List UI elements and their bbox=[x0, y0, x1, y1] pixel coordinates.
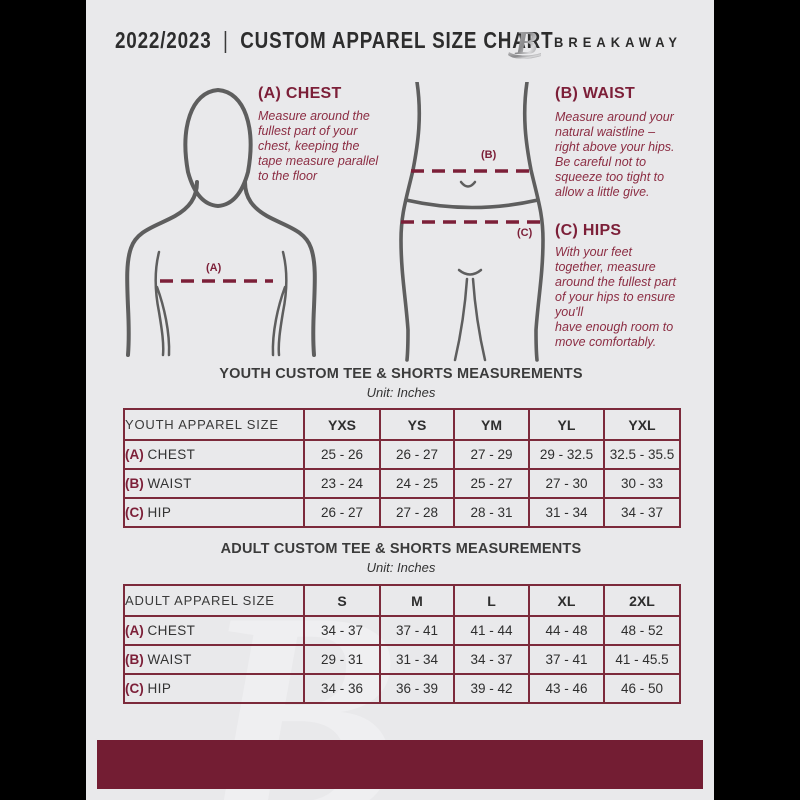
measure-key: (A) bbox=[125, 623, 144, 638]
measure-name: HIP bbox=[147, 505, 172, 520]
waist-heading: (B) WAIST bbox=[555, 85, 636, 102]
document-title: 2022/2023 | CUSTOM APPAREL SIZE CHART bbox=[115, 27, 553, 54]
size-header: YXL bbox=[603, 408, 681, 441]
size-value: 24 - 25 bbox=[379, 468, 455, 499]
size-value: 37 - 41 bbox=[379, 615, 455, 646]
size-value: 25 - 27 bbox=[453, 468, 530, 499]
measure-key: (A) bbox=[125, 447, 144, 462]
size-value: 37 - 41 bbox=[528, 644, 605, 675]
size-value: 26 - 27 bbox=[379, 439, 455, 470]
season-label: 2022/2023 bbox=[115, 27, 212, 53]
youth-table-unit: Unit: Inches bbox=[366, 385, 436, 400]
size-chart-page: B 2022/2023 | CUSTOM APPAREL SIZE CHART B … bbox=[86, 0, 714, 800]
size-header: YM bbox=[453, 408, 530, 441]
size-value: 48 - 52 bbox=[603, 615, 681, 646]
table-row: (C) HIP 26 - 27 27 - 28 28 - 31 31 - 34 … bbox=[123, 497, 681, 528]
table-header-row: ADULT APPAREL SIZE S M L XL 2XL bbox=[123, 584, 681, 617]
breakaway-logo-icon: B bbox=[508, 25, 541, 62]
size-header: XL bbox=[528, 584, 605, 617]
measure-name: CHEST bbox=[147, 447, 196, 462]
brand-name: BREAKAWAY bbox=[554, 34, 683, 50]
size-header: M bbox=[379, 584, 455, 617]
measure-key: (B) bbox=[125, 476, 144, 491]
size-value: 30 - 33 bbox=[603, 468, 681, 499]
table-row: (B) WAIST 23 - 24 24 - 25 25 - 27 27 - 3… bbox=[123, 468, 681, 499]
youth-size-col-header: YOUTH APPAREL SIZE bbox=[123, 408, 305, 441]
size-header: 2XL bbox=[603, 584, 681, 617]
size-header: YXS bbox=[303, 408, 381, 441]
table-row: (B) WAIST 29 - 31 31 - 34 34 - 37 37 - 4… bbox=[123, 644, 681, 675]
size-value: 34 - 37 bbox=[453, 644, 530, 675]
measure-name: HIP bbox=[147, 681, 172, 696]
waist-hips-figure-illustration bbox=[399, 82, 545, 362]
size-header: YS bbox=[379, 408, 455, 441]
size-value: 36 - 39 bbox=[379, 673, 455, 704]
size-value: 41 - 45.5 bbox=[603, 644, 681, 675]
adult-table-unit: Unit: Inches bbox=[366, 560, 436, 575]
waist-description: Measure around your natural waistline – … bbox=[555, 110, 675, 199]
table-row: (A) CHEST 34 - 37 37 - 41 41 - 44 44 - 4… bbox=[123, 615, 681, 646]
size-value: 29 - 32.5 bbox=[528, 439, 605, 470]
title-separator: | bbox=[223, 27, 229, 53]
size-value: 46 - 50 bbox=[603, 673, 681, 704]
size-value: 44 - 48 bbox=[528, 615, 605, 646]
size-value: 31 - 34 bbox=[379, 644, 455, 675]
size-header: YL bbox=[528, 408, 605, 441]
size-value: 25 - 26 bbox=[303, 439, 381, 470]
title-text: CUSTOM APPAREL SIZE CHART bbox=[240, 27, 554, 53]
size-value: 43 - 46 bbox=[528, 673, 605, 704]
size-value: 27 - 29 bbox=[453, 439, 530, 470]
measure-key: (B) bbox=[125, 652, 144, 667]
size-value: 29 - 31 bbox=[303, 644, 381, 675]
measure-name: CHEST bbox=[147, 623, 196, 638]
size-value: 27 - 30 bbox=[528, 468, 605, 499]
waist-marker-label: (B) bbox=[481, 149, 497, 161]
hips-heading: (C) HIPS bbox=[555, 222, 622, 239]
chest-marker-label: (A) bbox=[206, 262, 222, 274]
size-value: 26 - 27 bbox=[303, 497, 381, 528]
size-value: 34 - 37 bbox=[303, 615, 381, 646]
measure-key: (C) bbox=[125, 681, 144, 696]
size-value: 31 - 34 bbox=[528, 497, 605, 528]
size-value: 39 - 42 bbox=[453, 673, 530, 704]
chest-heading: (A) CHEST bbox=[258, 85, 342, 102]
table-row: (A) CHEST 25 - 26 26 - 27 27 - 29 29 - 3… bbox=[123, 439, 681, 470]
table-row: (C) HIP 34 - 36 36 - 39 39 - 42 43 - 46 … bbox=[123, 673, 681, 704]
size-value: 28 - 31 bbox=[453, 497, 530, 528]
measure-name: WAIST bbox=[147, 652, 192, 667]
size-value: 41 - 44 bbox=[453, 615, 530, 646]
adult-size-table: ADULT APPAREL SIZE S M L XL 2XL (A) CHES… bbox=[123, 584, 681, 704]
adult-table-title: ADULT CUSTOM TEE & SHORTS MEASUREMENTS bbox=[220, 541, 582, 557]
size-value: 34 - 36 bbox=[303, 673, 381, 704]
table-header-row: YOUTH APPAREL SIZE YXS YS YM YL YXL bbox=[123, 408, 681, 441]
svg-text:B: B bbox=[514, 25, 538, 62]
size-header: L bbox=[453, 584, 530, 617]
youth-table-title: YOUTH CUSTOM TEE & SHORTS MEASUREMENTS bbox=[219, 366, 583, 382]
footer-accent-bar bbox=[97, 740, 703, 789]
hips-marker-label: (C) bbox=[517, 227, 533, 239]
youth-size-table: YOUTH APPAREL SIZE YXS YS YM YL YXL (A) … bbox=[123, 408, 681, 528]
size-value: 27 - 28 bbox=[379, 497, 455, 528]
chest-figure-illustration bbox=[125, 87, 317, 357]
adult-size-col-header: ADULT APPAREL SIZE bbox=[123, 584, 305, 617]
size-value: 32.5 - 35.5 bbox=[603, 439, 681, 470]
size-value: 23 - 24 bbox=[303, 468, 381, 499]
size-value: 34 - 37 bbox=[603, 497, 681, 528]
hips-description: With your feet together, measure around … bbox=[555, 245, 676, 349]
chest-description: Measure around the fullest part of your … bbox=[258, 109, 379, 183]
size-header: S bbox=[303, 584, 381, 617]
measure-name: WAIST bbox=[147, 476, 192, 491]
measure-key: (C) bbox=[125, 505, 144, 520]
